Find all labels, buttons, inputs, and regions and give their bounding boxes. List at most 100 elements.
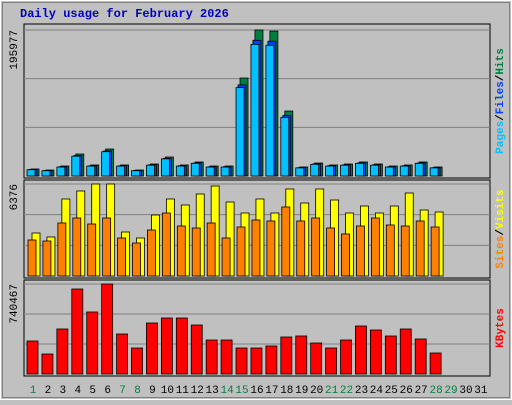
x-tick-label: 2 <box>45 385 52 397</box>
bar <box>400 225 410 277</box>
x-tick-label: 14 <box>220 385 234 397</box>
bar <box>86 165 96 177</box>
bar <box>205 339 218 375</box>
y-tick-label: 740467 <box>9 284 21 324</box>
bar <box>101 151 111 177</box>
bar <box>102 217 112 277</box>
bar <box>369 329 382 375</box>
bar <box>146 164 155 177</box>
x-tick-label: 23 <box>355 385 368 397</box>
x-tick-label: 10 <box>161 385 174 397</box>
bar <box>176 225 186 277</box>
bar <box>384 335 397 375</box>
bar <box>116 165 125 177</box>
y-tick-label: 6376 <box>9 184 21 210</box>
bar <box>86 311 99 375</box>
bar <box>205 166 215 177</box>
bar <box>87 223 97 277</box>
bar <box>355 325 367 375</box>
x-tick-label: 22 <box>340 385 353 397</box>
bar <box>147 229 156 277</box>
x-tick-label: 7 <box>119 385 126 397</box>
bar <box>56 328 69 375</box>
bar <box>71 155 81 177</box>
bar <box>160 317 173 375</box>
bar <box>220 166 230 177</box>
bar <box>385 224 395 277</box>
bar <box>175 165 185 177</box>
bar <box>399 165 409 177</box>
bar <box>399 328 412 375</box>
x-tick-label: 31 <box>474 385 488 397</box>
bar <box>71 288 84 375</box>
legend: KBytes <box>495 308 507 348</box>
bar <box>326 227 336 277</box>
x-tick-label: 8 <box>134 385 141 397</box>
bar <box>430 226 440 277</box>
bar <box>42 240 52 277</box>
x-tick-label: 5 <box>89 385 96 397</box>
bar <box>384 166 394 177</box>
bar <box>27 239 37 277</box>
legend-entry: Sites <box>495 236 507 269</box>
legend-entry: Visits <box>495 189 507 229</box>
bar <box>131 170 140 177</box>
bar <box>41 170 51 177</box>
bar <box>369 164 379 177</box>
x-tick-label: 29 <box>444 385 457 397</box>
bar <box>310 163 320 177</box>
bar <box>206 222 216 277</box>
bar <box>266 220 276 277</box>
bar <box>221 237 231 277</box>
bar <box>341 233 350 277</box>
bar <box>175 317 188 375</box>
bar <box>26 340 39 375</box>
bar <box>131 347 143 375</box>
bar <box>429 352 442 375</box>
x-tick-label: 21 <box>325 385 339 397</box>
x-tick-label: 24 <box>370 385 384 397</box>
bar <box>235 347 248 375</box>
bar <box>146 322 158 375</box>
x-tick-label: 12 <box>191 385 204 397</box>
bar <box>117 237 126 277</box>
bar <box>160 158 170 177</box>
x-tick-label: 6 <box>104 385 111 397</box>
frame-inner <box>2 2 510 398</box>
x-tick-label: 27 <box>415 385 428 397</box>
bar <box>370 217 380 277</box>
legend-entry: Pages <box>495 121 507 154</box>
legend-separator: / <box>495 74 507 81</box>
bar <box>161 212 171 277</box>
x-tick-label: 9 <box>149 385 156 397</box>
chart-title: Daily usage for February 2026 <box>20 7 229 21</box>
x-tick-label: 13 <box>206 385 219 397</box>
x-tick-label: 4 <box>74 385 81 397</box>
bar <box>236 226 246 277</box>
bar <box>191 227 201 277</box>
x-tick-label: 18 <box>280 385 293 397</box>
bar <box>190 162 200 177</box>
bar <box>56 166 66 177</box>
bar <box>355 162 364 177</box>
bar <box>280 116 290 177</box>
legend-separator: / <box>495 229 507 236</box>
bar <box>116 333 128 375</box>
bar <box>311 217 321 277</box>
bar <box>250 43 260 177</box>
bar <box>295 335 308 375</box>
bar <box>340 339 352 375</box>
bar <box>220 339 233 375</box>
legend-separator: / <box>495 114 507 121</box>
legend-entry: Files <box>495 81 507 114</box>
bar <box>310 342 323 375</box>
bar <box>429 167 439 177</box>
bar <box>295 167 305 177</box>
y-tick-label: 195977 <box>9 30 21 70</box>
x-tick-label: 3 <box>60 385 67 397</box>
x-tick-label: 17 <box>265 385 278 397</box>
bar <box>325 165 335 177</box>
bar <box>265 44 275 177</box>
